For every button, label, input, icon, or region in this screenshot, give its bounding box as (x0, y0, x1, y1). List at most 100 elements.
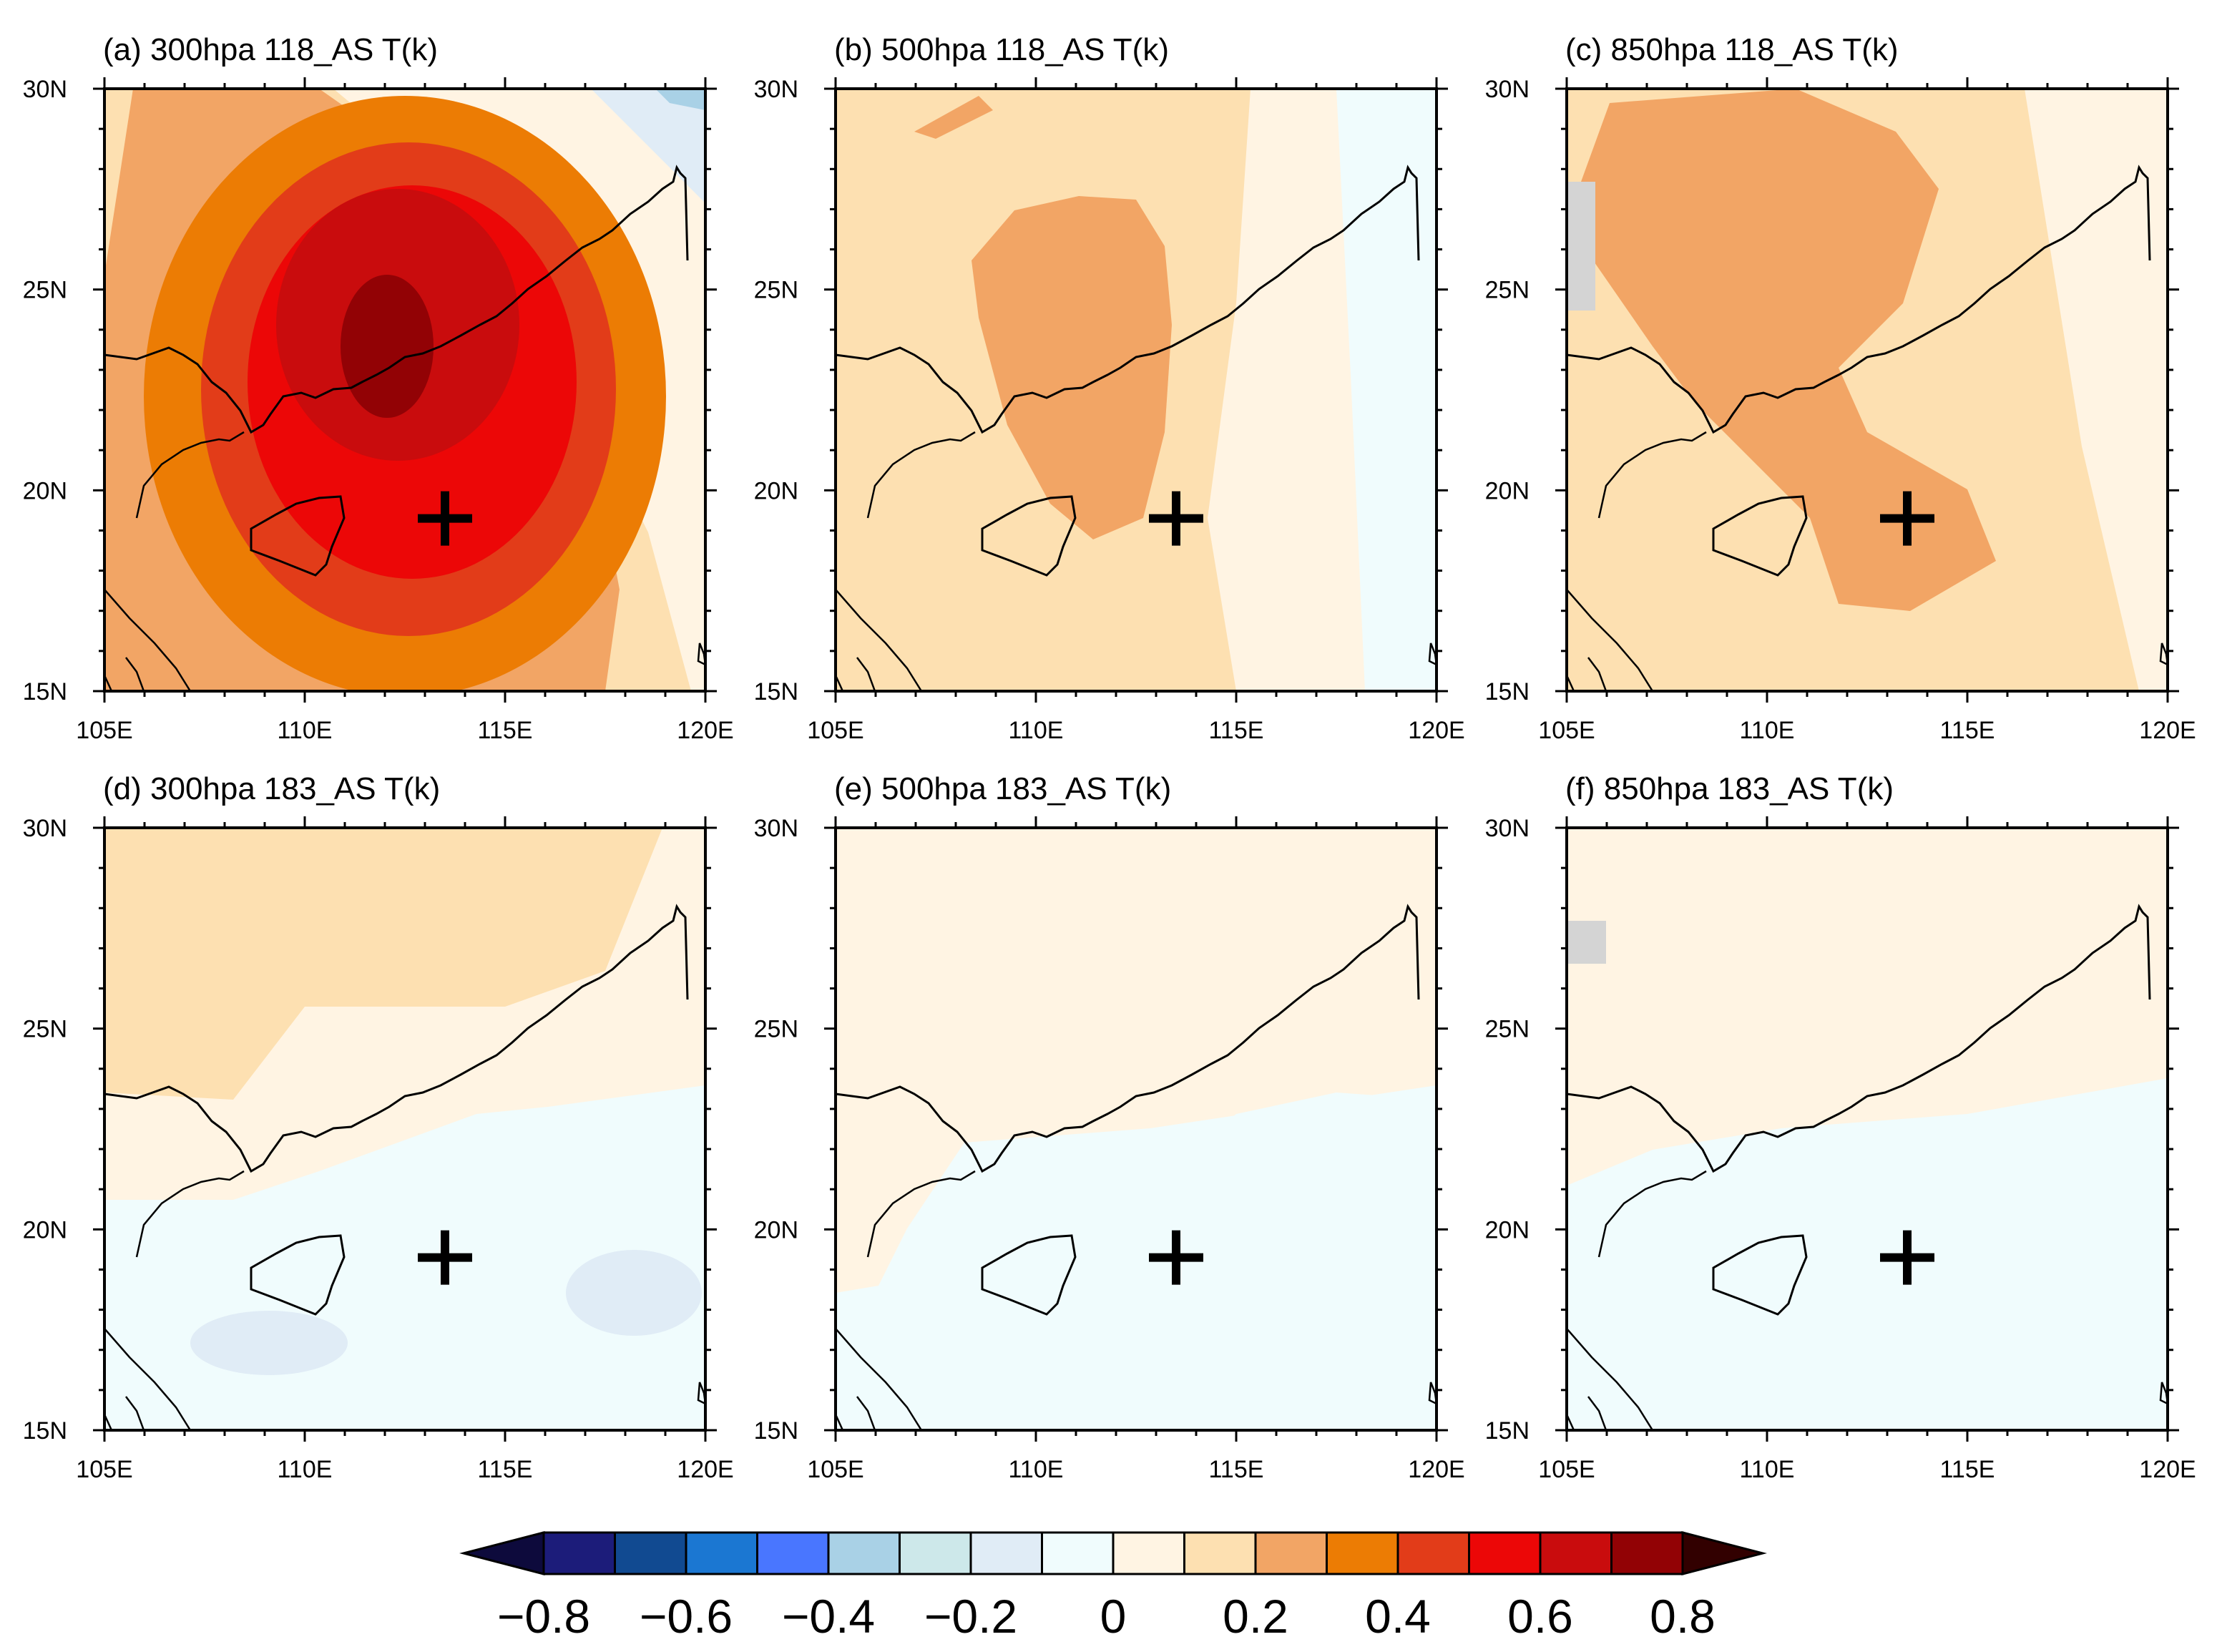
missing-data-area (1567, 921, 1606, 964)
lon-tick-label: 110E (1009, 1456, 1064, 1483)
center-marker-plus-icon (418, 491, 472, 546)
map-frame (1565, 87, 2169, 693)
colorbar-swatch (969, 1531, 1043, 1575)
lon-tick-label: 110E (1009, 717, 1064, 744)
colorbar-tick-label: 0 (1100, 1590, 1127, 1643)
lon-tick-label: 120E (1408, 717, 1464, 744)
map-frame (834, 826, 1438, 1432)
lon-tick-label: 120E (677, 717, 733, 744)
lon-tick-label: 115E (478, 1456, 533, 1483)
lat-tick-label: 20N (23, 1216, 67, 1243)
colorbar-min-arrow (459, 1531, 545, 1575)
center-marker-plus-icon (1149, 491, 1203, 546)
lon-tick-label: 105E (76, 1456, 132, 1483)
field-contour (591, 89, 705, 203)
map-area (834, 87, 1438, 693)
lon-tick-label: 110E (1740, 717, 1795, 744)
lat-tick-label: 20N (23, 477, 67, 504)
colorbar-swatch (827, 1531, 901, 1575)
lat-tick-label: 25N (23, 277, 67, 304)
colorbar-swatch (1610, 1531, 1684, 1575)
panel-title: (a) 300hpa 118_AS T(k) (103, 32, 438, 67)
map-area (834, 826, 1438, 1432)
field-contour (1581, 89, 1996, 611)
lon-tick-label: 105E (807, 717, 863, 744)
colorbar-swatch (1326, 1531, 1399, 1575)
colorbar-swatch (1041, 1531, 1115, 1575)
lon-tick-label: 115E (478, 717, 533, 744)
panel-title: (c) 850hpa 118_AS T(k) (1565, 32, 1899, 67)
field-contour (836, 828, 1437, 1293)
field-contour (972, 196, 1172, 539)
lat-tick-label: 20N (1485, 477, 1530, 504)
panel-d: (d) 300hpa 183_AS T(k) 105E 110E 115E 120E 30… (23, 771, 734, 1483)
lat-tick-label: 25N (1485, 277, 1530, 304)
panel-a: (a) 300hpa 118_AS T(k) 105E 110E 115E 120E 30… (23, 32, 734, 744)
field-contour (566, 1250, 702, 1336)
lon-tick-label: 120E (2139, 717, 2196, 744)
colorbar-tick-label: 0.6 (1507, 1590, 1573, 1643)
colorbar-tick-label: 0.2 (1223, 1590, 1288, 1643)
colorbar-swatch (614, 1531, 687, 1575)
panel-title: (e) 500hpa 183_AS T(k) (834, 771, 1171, 806)
lat-tick-label: 15N (754, 1417, 798, 1445)
lon-tick-label: 115E (1940, 717, 1995, 744)
field-contour (993, 1093, 1437, 1430)
field-contour (1336, 89, 1437, 691)
colorbar-swatch (1183, 1531, 1257, 1575)
field-contour (341, 275, 434, 418)
missing-data-area (1567, 182, 1595, 311)
map-frame (834, 87, 1438, 693)
field-contour (1567, 828, 2168, 1186)
lat-tick-label: 25N (754, 277, 798, 304)
colorbar-max-arrow (1681, 1531, 1767, 1575)
lat-tick-label: 15N (23, 678, 67, 705)
colorbar-swatch (1396, 1531, 1470, 1575)
lon-tick-label: 110E (278, 717, 333, 744)
lon-tick-label: 115E (1209, 717, 1264, 744)
lat-tick-label: 30N (1485, 815, 1530, 842)
colorbar-tick-label: −0.8 (497, 1590, 590, 1643)
lon-tick-label: 105E (1538, 717, 1595, 744)
panel-c: (c) 850hpa 118_AS T(k) 105E 110E 115E 120E 30… (1485, 32, 2196, 744)
field-contour (914, 96, 993, 139)
lat-tick-label: 25N (1485, 1016, 1530, 1043)
lat-tick-label: 15N (23, 1417, 67, 1445)
field-contour (190, 1311, 348, 1375)
colorbar-swatch (685, 1531, 758, 1575)
lon-tick-label: 110E (278, 1456, 333, 1483)
map-frame (103, 826, 707, 1432)
lat-tick-label: 30N (23, 76, 67, 103)
lat-tick-label: 20N (1485, 1216, 1530, 1243)
colorbar-tick-label: −0.2 (924, 1590, 1017, 1643)
colorbar-swatch (1254, 1531, 1328, 1575)
lat-tick-label: 30N (1485, 76, 1530, 103)
lat-tick-label: 15N (1485, 678, 1530, 705)
lat-tick-label: 30N (754, 815, 798, 842)
map-frame (103, 87, 707, 693)
center-marker-plus-icon (1880, 1230, 1934, 1285)
map-area (1565, 826, 2169, 1432)
lon-tick-label: 120E (1408, 1456, 1464, 1483)
colorbar-swatch (1539, 1531, 1612, 1575)
panel-title: (f) 850hpa 183_AS T(k) (1565, 771, 1894, 806)
lat-tick-label: 25N (754, 1016, 798, 1043)
lon-tick-label: 115E (1940, 1456, 1995, 1483)
colorbar-tick-label: 0.8 (1650, 1590, 1716, 1643)
center-marker-plus-icon (1880, 491, 1934, 546)
panel-b: (b) 500hpa 118_AS T(k) 105E 110E 115E 120E 30… (754, 32, 1465, 744)
colorbar-tick-label: −0.4 (782, 1590, 875, 1643)
panel-f: (f) 850hpa 183_AS T(k) 105E 110E 115E 120E 30… (1485, 771, 2196, 1483)
lon-tick-label: 120E (677, 1456, 733, 1483)
lon-tick-label: 115E (1209, 1456, 1264, 1483)
map-frame (1565, 826, 2169, 1432)
lat-tick-label: 15N (1485, 1417, 1530, 1445)
colorbar-swatch (1112, 1531, 1185, 1575)
lat-tick-label: 25N (23, 1016, 67, 1043)
colorbar-swatch (756, 1531, 830, 1575)
colorbar-swatch (899, 1531, 972, 1575)
lon-tick-label: 105E (76, 717, 132, 744)
field-contour (655, 89, 705, 110)
map-area (103, 87, 707, 693)
